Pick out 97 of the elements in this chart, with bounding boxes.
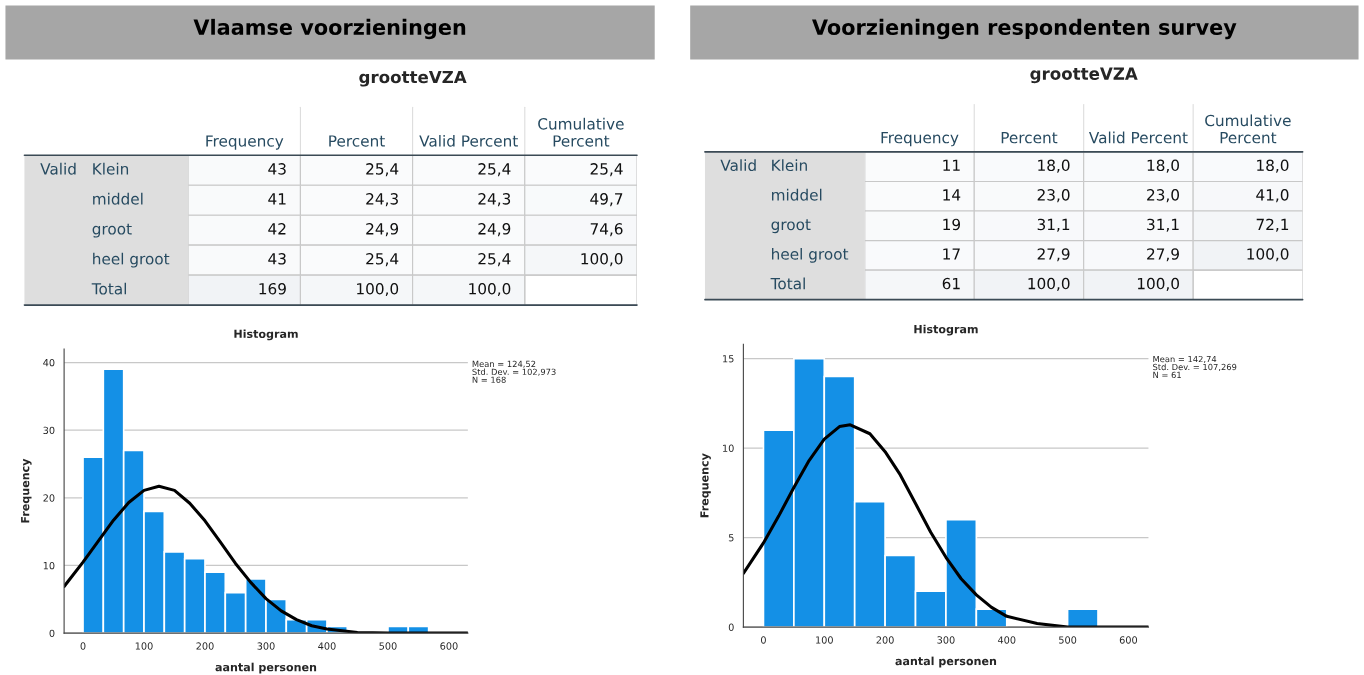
y-tick-label: 0 [728, 623, 734, 631]
y-tick-label: Klein [93, 162, 129, 175]
data-label: 14 [943, 189, 961, 201]
text: Valid [40, 162, 76, 175]
data-label: 100,0 [1247, 248, 1289, 262]
chart-title: Histogram [234, 329, 298, 341]
x-tick-label: 0 [761, 636, 766, 644]
data-label: 41 [268, 193, 286, 205]
data-label: 27,9 [1037, 248, 1070, 262]
chart-subtitle: grootteVZA [1030, 67, 1138, 84]
y-tick-label: heel groot [772, 247, 849, 263]
text: Mean = 142,74 [1153, 355, 1217, 364]
data-label: 23,0 [1147, 189, 1180, 203]
text: Std. Dev. = 102,973 [472, 368, 556, 376]
y-tick-label: Total [770, 277, 805, 290]
y-tick-label: 10 [723, 444, 734, 452]
x-tick-label: 100 [135, 642, 153, 650]
text: N = 168 [472, 376, 506, 383]
data-label: 11 [943, 159, 960, 171]
x-tick-label: Frequency [881, 132, 959, 147]
data-label: 43 [268, 253, 286, 265]
data-label: 49,7 [590, 193, 623, 207]
y-tick-label: 5 [728, 534, 734, 542]
data-label: 100,0 [581, 253, 623, 267]
text: Std. Dev. = 107,269 [1153, 363, 1237, 371]
x-tick-label: Percent [329, 135, 385, 147]
data-label: 24,3 [366, 193, 398, 207]
x-tick-label: 600 [440, 642, 458, 650]
data-label: 18,0 [1147, 159, 1180, 173]
data-label: 25,4 [478, 163, 511, 177]
data-label: 18,0 [1257, 159, 1289, 173]
x-axis-title: aantal personen [215, 662, 317, 674]
data-label: 19 [943, 218, 961, 231]
y-tick-label: 40 [43, 358, 55, 367]
chart-title: Voorzieningen respondenten survey [812, 18, 1237, 40]
y-tick-label: groot [92, 223, 132, 238]
data-label: 25,4 [590, 163, 623, 177]
y-tick-label: 30 [43, 426, 55, 434]
data-label: 41,0 [1256, 189, 1289, 203]
chart-subtitle: grootteVZA [359, 70, 467, 87]
x-tick-label: 300 [937, 636, 955, 644]
chart-title: Histogram [914, 324, 978, 336]
x-tick-label: 0 [80, 642, 86, 650]
y-tick-label: heel groot [93, 252, 170, 268]
x-tick-label: 200 [876, 636, 894, 644]
y-tick-label: 0 [49, 629, 55, 637]
data-label: 42 [268, 223, 286, 235]
y-tick-label: 10 [43, 561, 55, 570]
x-tick-label: 400 [318, 642, 336, 650]
y-tick-label: 20 [43, 494, 55, 502]
x-tick-label: 300 [257, 642, 275, 650]
data-label: 18,0 [1038, 159, 1070, 173]
x-tick-label: Cumulative Percent [538, 117, 624, 147]
data-label: 24,9 [478, 223, 511, 237]
data-label: 25,4 [366, 163, 399, 177]
y-axis-title: Frequency [700, 453, 711, 518]
data-label: 31,1 [1147, 218, 1179, 232]
y-tick-label: groot [771, 219, 811, 234]
data-label: 72,1 [1256, 218, 1289, 232]
x-tick-label: 500 [1059, 636, 1077, 644]
y-axis-title: Frequency [21, 458, 32, 523]
text: N = 61 [1153, 371, 1181, 379]
data-label: 100,0 [357, 282, 399, 297]
x-tick-label: 500 [379, 642, 397, 650]
chart-title: Vlaamse voorzieningen [193, 18, 466, 40]
data-label: 24,3 [478, 193, 511, 207]
text: Mean = 124,52 [472, 360, 536, 368]
y-tick-label: middel [93, 192, 143, 205]
x-tick-label: Cumulative Percent [1205, 114, 1291, 144]
x-tick-label: 600 [1119, 636, 1138, 644]
x-tick-label: Percent [1001, 132, 1058, 144]
data-label: 23,0 [1037, 189, 1070, 203]
x-tick-label: 200 [196, 642, 214, 650]
x-tick-label: Valid Percent [1088, 131, 1188, 144]
data-label: 169 [259, 282, 286, 295]
text: Valid [720, 159, 756, 172]
data-label: 74,6 [590, 223, 623, 237]
data-label: 27,9 [1147, 248, 1179, 262]
data-label: 25,4 [478, 253, 511, 267]
data-label: 31,1 [1037, 218, 1070, 232]
x-tick-label: 400 [997, 636, 1016, 644]
data-label: 24,9 [366, 223, 399, 237]
data-label: 61 [942, 277, 960, 290]
y-tick-label: 15 [723, 355, 734, 363]
x-tick-label: Valid Percent [419, 134, 518, 147]
y-tick-label: Total [91, 282, 126, 295]
data-label: 100,0 [1028, 277, 1070, 291]
data-label: 17 [943, 248, 960, 260]
x-axis-title: aantal personen [895, 656, 997, 668]
data-label: 43 [268, 163, 286, 175]
data-label: 100,0 [1137, 277, 1180, 291]
data-label: 25,4 [366, 253, 399, 267]
x-tick-label: 100 [816, 636, 833, 644]
data-label: 100,0 [469, 282, 511, 297]
y-tick-label: Klein [772, 159, 807, 172]
y-tick-label: middel [772, 188, 822, 201]
x-tick-label: Frequency [206, 135, 284, 150]
